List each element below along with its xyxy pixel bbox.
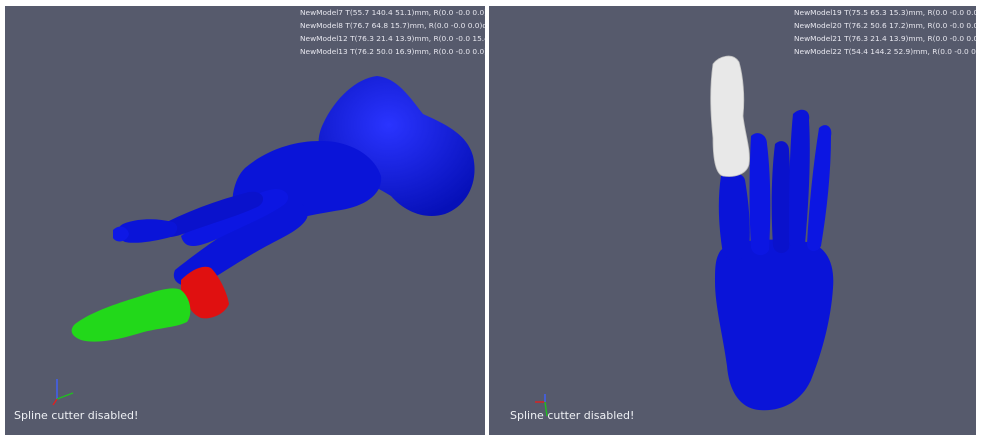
foot-base-bone[interactable] [715,239,834,411]
right-3d-viewport[interactable]: NewModel19 T(75.5 65.3 15.3)mm, R(0.0 -0… [489,6,976,435]
hindfoot-bone[interactable] [318,76,475,216]
metatarsal-1[interactable] [718,172,750,261]
green-toe-segment[interactable] [71,288,191,342]
transform-line: NewModel8 T(76.7 64.8 15.7)mm, R(0.0 -0.… [300,21,485,30]
transform-line: NewModel19 T(75.5 65.3 15.3)mm, R(0.0 -0… [794,8,976,17]
white-toe-segment[interactable] [710,55,750,177]
metatarsal-3[interactable] [771,141,791,254]
status-message: Spline cutter disabled! [510,409,635,422]
right-foot-render [710,55,834,411]
right-model-transforms: NewModel19 T(75.5 65.3 15.3)mm, R(0.0 -0… [794,6,976,58]
left-foot-render [71,76,475,342]
red-cut-segment[interactable] [181,266,229,319]
left-3d-viewport[interactable]: NewModel7 T(55.7 140.4 51.1)mm, R(0.0 -0… [5,6,485,435]
transform-line: NewModel20 T(76.2 50.6 17.2)mm, R(0.0 -0… [794,21,976,30]
metatarsal-5[interactable] [807,125,832,252]
lesser-toes[interactable] [117,219,178,243]
transform-line: NewModel22 T(54.4 144.2 52.9)mm, R(0.0 -… [794,47,976,56]
lesser-toe-tip[interactable] [113,226,129,242]
metatarsal-4[interactable] [789,109,810,250]
transform-line: NewModel21 T(76.3 21.4 13.9)mm, R(0.0 -0… [794,34,976,43]
metatarsal-3[interactable] [154,191,264,238]
orientation-axes-icon [52,379,74,406]
viewport-divider[interactable] [485,6,489,435]
transform-line: NewModel12 T(76.3 21.4 13.9)mm, R(0.0 -0… [300,34,485,43]
status-message: Spline cutter disabled! [14,409,139,422]
transform-line: NewModel7 T(55.7 140.4 51.1)mm, R(0.0 -0… [300,8,485,17]
metatarsal-1[interactable] [173,201,308,287]
left-model-transforms: NewModel7 T(55.7 140.4 51.1)mm, R(0.0 -0… [300,6,485,58]
transform-line: NewModel13 T(76.2 50.0 16.9)mm, R(0.0 -0… [300,47,485,56]
metatarsal-2[interactable] [749,133,771,256]
orientation-axes-icon [535,394,548,417]
